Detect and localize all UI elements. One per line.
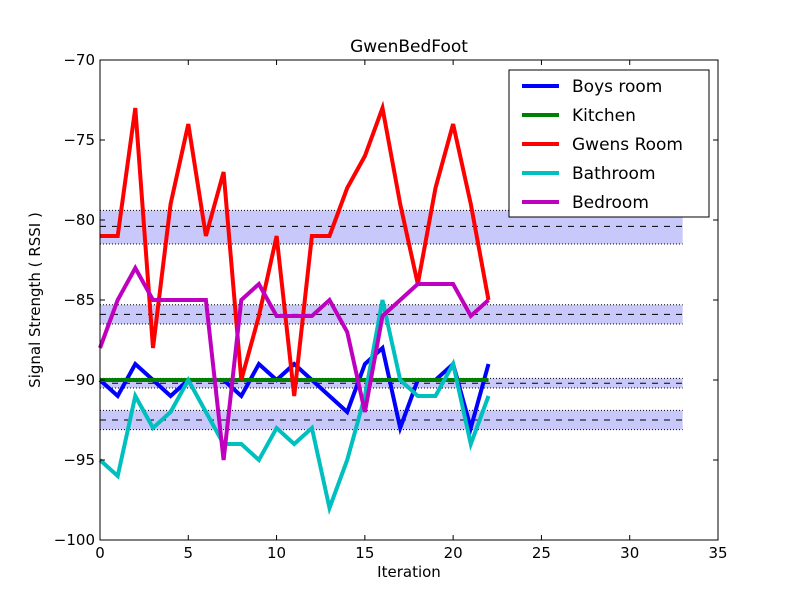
y-tick-label: −100 <box>54 531 95 549</box>
legend: Boys room Kitchen Gwens Room Bathroom Bedroo… <box>508 69 710 218</box>
x-axis-label: Iteration <box>377 563 441 581</box>
x-tick-label: 10 <box>267 544 286 562</box>
chart-title: GwenBedFoot <box>350 37 468 57</box>
legend-label-4: Bathroom <box>572 164 656 184</box>
series-line-3 <box>100 100 491 397</box>
y-tick-label: −90 <box>63 371 95 389</box>
y-tick-label: −85 <box>63 291 95 309</box>
x-tick-label: 20 <box>444 544 463 562</box>
x-tick-label: 30 <box>620 544 639 562</box>
x-tick-label: 0 <box>95 544 105 562</box>
y-tick-label: −75 <box>63 131 95 149</box>
series-line-4 <box>98 299 491 516</box>
y-tick-label: −80 <box>63 211 95 229</box>
y-tick-label: −70 <box>63 51 95 69</box>
axis-ticks: 0 5 10 15 20 25 30 35 −100 −95 −90 −85 −80 −75 −70 <box>54 51 728 562</box>
legend-label-2: Kitchen <box>572 106 636 126</box>
x-tick-label: 35 <box>708 544 727 562</box>
legend-label-3: Gwens Room <box>572 135 683 155</box>
y-tick-label: −95 <box>63 451 95 469</box>
series-line-5 <box>98 263 490 461</box>
y-axis-label: Signal Strength ( RSSI ) <box>26 212 44 388</box>
x-tick-label: 15 <box>355 544 374 562</box>
series-lines <box>98 100 491 516</box>
legend-label-1: Boys room <box>572 77 662 97</box>
x-tick-label: 5 <box>184 544 194 562</box>
legend-label-5: Bedroom <box>572 193 649 213</box>
x-tick-label: 25 <box>532 544 551 562</box>
